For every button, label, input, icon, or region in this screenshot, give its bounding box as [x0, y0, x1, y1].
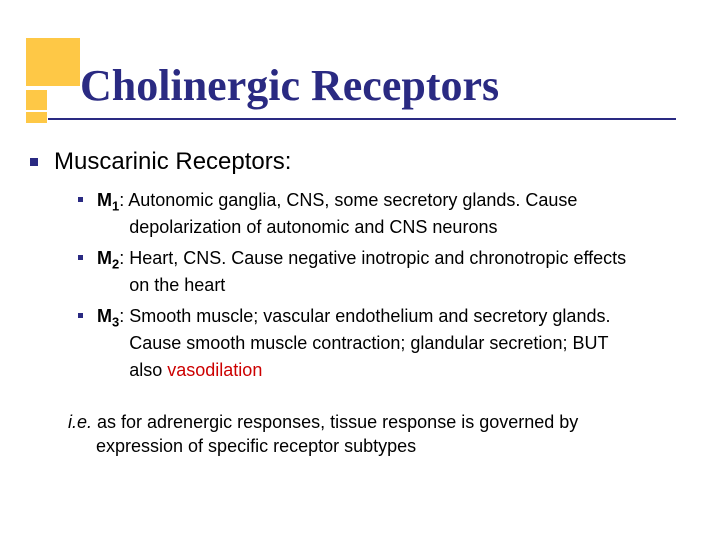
slide-title: Cholinergic Receptors — [80, 60, 680, 111]
bullet-icon — [78, 313, 83, 318]
bullet-icon — [78, 197, 83, 202]
m1-line1: : Autonomic ganglia, CNS, some secretory… — [119, 190, 577, 210]
content-area: Muscarinic Receptors: M1: Autonomic gang… — [30, 148, 690, 458]
list-item: M2: Heart, CNS. Cause negative inotropic… — [78, 246, 690, 300]
accent-block-mid — [26, 90, 47, 110]
title-container: Cholinergic Receptors — [80, 60, 680, 111]
m3-label: M — [97, 306, 112, 326]
m3-line1: : Smooth muscle; vascular endothelium an… — [119, 306, 610, 326]
m3-vasodilation: vasodilation — [167, 360, 262, 380]
m2-line2: on the heart — [129, 275, 225, 295]
footnote-line2: expression of specific receptor subtypes — [68, 434, 690, 458]
m2-line1: : Heart, CNS. Cause negative inotropic a… — [119, 248, 626, 268]
title-underline — [48, 118, 676, 120]
bullet-icon — [78, 255, 83, 260]
section-heading: Muscarinic Receptors: — [54, 148, 291, 176]
m2-label: M — [97, 248, 112, 268]
footnote-line1: as for adrenergic responses, tissue resp… — [92, 412, 578, 432]
list-item: M1: Autonomic ganglia, CNS, some secreto… — [78, 188, 690, 242]
m3-line3a: also — [129, 360, 167, 380]
footnote-lead: i.e. — [68, 412, 92, 432]
accent-block-top — [26, 38, 80, 86]
list-item: M3: Smooth muscle; vascular endothelium … — [78, 304, 690, 385]
item-m3: M3: Smooth muscle; vascular endothelium … — [97, 304, 610, 385]
bullet-icon — [30, 158, 38, 166]
heading-row: Muscarinic Receptors: — [30, 148, 690, 176]
item-m2: M2: Heart, CNS. Cause negative inotropic… — [97, 246, 626, 300]
item-m1: M1: Autonomic ganglia, CNS, some secreto… — [97, 188, 577, 242]
m3-line2: Cause smooth muscle contraction; glandul… — [129, 333, 608, 353]
accent-block-low — [26, 112, 47, 123]
m1-label: M — [97, 190, 112, 210]
footnote: i.e. as for adrenergic responses, tissue… — [68, 410, 690, 459]
m1-line2: depolarization of autonomic and CNS neur… — [129, 217, 497, 237]
